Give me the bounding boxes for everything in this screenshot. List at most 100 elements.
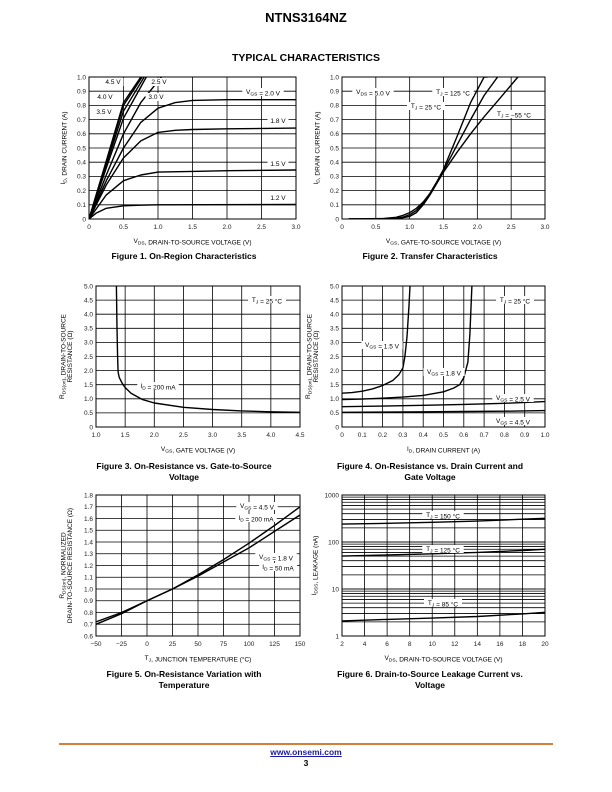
y-tick-label: 1.5	[330, 382, 339, 389]
y-tick-label: 0.5	[77, 145, 86, 152]
y-tick-label: 0.9	[84, 598, 93, 605]
y-tick-label: 0.9	[77, 89, 86, 96]
y-tick-label: 1.0	[77, 74, 86, 81]
x-tick-label: 3.0	[208, 432, 217, 439]
annotation-label: VDS = 5.0 V	[356, 89, 390, 98]
annotation-bg	[496, 296, 534, 304]
annotation-label: TJ = 150 °C	[426, 512, 460, 521]
x-tick-label: 2.5	[507, 224, 516, 231]
y-tick-label: 0.3	[330, 174, 339, 181]
x-tick-label: 4.0	[266, 432, 275, 439]
annotation-label: ID = 50 mA	[262, 564, 294, 573]
series-line	[348, 77, 519, 219]
annotation-label: VGS = 4.5 V	[240, 503, 275, 512]
annotation-bg	[93, 108, 115, 116]
y-tick-label: 0.6	[84, 633, 93, 640]
y-tick-label: 0	[82, 216, 86, 223]
annotation-bg	[94, 93, 116, 101]
annotation-bg	[407, 102, 445, 110]
y-tick-label: 1000	[325, 492, 340, 499]
x-axis-label: VGS, GATE VOLTAGE (V)	[161, 446, 235, 455]
footer-website-link[interactable]: www.onsemi.com	[270, 747, 342, 757]
x-tick-label: 1.5	[439, 224, 448, 231]
y-tick-label: 0	[89, 424, 93, 431]
x-tick-label: 0.5	[439, 432, 448, 439]
y-axis-label: RESISTANCE (Ω)	[67, 330, 74, 382]
y-tick-label: 1.1	[84, 575, 93, 582]
x-tick-label: 10	[429, 641, 437, 648]
page-number: 3	[303, 758, 309, 768]
y-tick-label: 1.0	[330, 396, 339, 403]
x-tick-label: 12	[451, 641, 459, 648]
x-tick-label: 0	[87, 224, 91, 231]
figure-3-caption-line-1: Figure 3. On-Resistance vs. Gate-to-Sour…	[96, 461, 272, 471]
y-tick-label: 3.0	[330, 340, 339, 347]
series-line	[342, 409, 545, 413]
y-tick-label: 3.5	[330, 326, 339, 333]
annotation-bg	[267, 160, 289, 168]
figure-4-caption-line-2: Gate Voltage	[404, 472, 456, 482]
x-tick-label: 2.5	[179, 432, 188, 439]
plot-frame	[341, 285, 546, 428]
x-tick-label: 0.2	[378, 432, 387, 439]
series-line	[342, 286, 411, 394]
figure-6-caption-line-2: Voltage	[414, 680, 446, 690]
x-tick-label: 0	[145, 641, 149, 648]
x-tick-label: 14	[474, 641, 482, 648]
y-tick-label: 0.4	[330, 160, 339, 167]
figure-3-caption-line-2: Voltage	[168, 472, 200, 482]
series-line	[89, 98, 296, 219]
x-tick-label: 3.0	[291, 224, 300, 231]
plot-frame	[88, 76, 297, 220]
y-tick-label: 4.5	[84, 297, 93, 304]
x-tick-label: 3.5	[237, 432, 246, 439]
figure-4-caption-line-1: Figure 4. On-Resistance vs. Drain Curren…	[336, 461, 524, 471]
x-axis-label: VDS, DRAIN-TO-SOURCE VOLTAGE (V)	[133, 238, 251, 247]
series-line	[96, 514, 300, 623]
y-tick-label: 1.8	[84, 492, 93, 499]
y-tick-label: 3.0	[84, 340, 93, 347]
annotation-bg	[361, 341, 403, 349]
x-tick-label: 0.5	[371, 224, 380, 231]
x-tick-label: 1.5	[188, 224, 197, 231]
annotation-label: TJ = −55 °C	[497, 111, 531, 120]
x-tick-label: 1.0	[153, 224, 162, 231]
annotation-bg	[267, 194, 289, 202]
series-line	[342, 286, 473, 401]
figure-6-caption: Figure 6. Drain-to-Source Leakage Curren…	[305, 669, 555, 691]
series-line	[342, 611, 545, 622]
y-tick-label: 0.5	[330, 145, 339, 152]
series-line	[89, 77, 147, 219]
annotation-bg	[424, 599, 462, 607]
y-tick-label: 0.2	[330, 188, 339, 195]
y-axis-label: RDS(on), DRAIN-TO-SOURCE	[305, 313, 314, 399]
footer-divider	[59, 743, 553, 745]
y-tick-label: 1.5	[84, 382, 93, 389]
series-line	[115, 286, 300, 413]
annotation-label: TJ = 25 °C	[411, 103, 441, 112]
annotation-bg	[242, 88, 284, 96]
annotation-bg	[102, 78, 124, 86]
series-line	[342, 548, 545, 557]
annotation-label: VGS = 1.8 V	[427, 369, 462, 378]
annotation-bg	[137, 382, 179, 390]
annotation-label: ID = 200 mA	[140, 383, 176, 392]
annotation-bg	[235, 514, 277, 522]
x-tick-label: 0.5	[119, 224, 128, 231]
x-tick-label: 25	[169, 641, 177, 648]
x-axis-label: ID, DRAIN CURRENT (A)	[407, 446, 480, 455]
x-tick-label: 0.4	[419, 432, 428, 439]
annotation-bg	[432, 88, 474, 96]
annotation-bg	[352, 88, 394, 96]
series-line	[89, 169, 296, 219]
x-tick-label: 1.0	[405, 224, 414, 231]
y-tick-label: 1.7	[84, 504, 93, 511]
y-tick-label: 1.0	[84, 586, 93, 593]
x-tick-label: 0.8	[500, 432, 509, 439]
figure-4-caption: Figure 4. On-Resistance vs. Drain Curren…	[305, 461, 555, 483]
x-tick-label: 6	[385, 641, 389, 648]
x-tick-label: 4.5	[295, 432, 304, 439]
x-axis-label: VDS, DRAIN-TO-SOURCE VOLTAGE (V)	[384, 655, 502, 664]
y-tick-label: 0.5	[330, 410, 339, 417]
x-tick-label: 16	[496, 641, 504, 648]
